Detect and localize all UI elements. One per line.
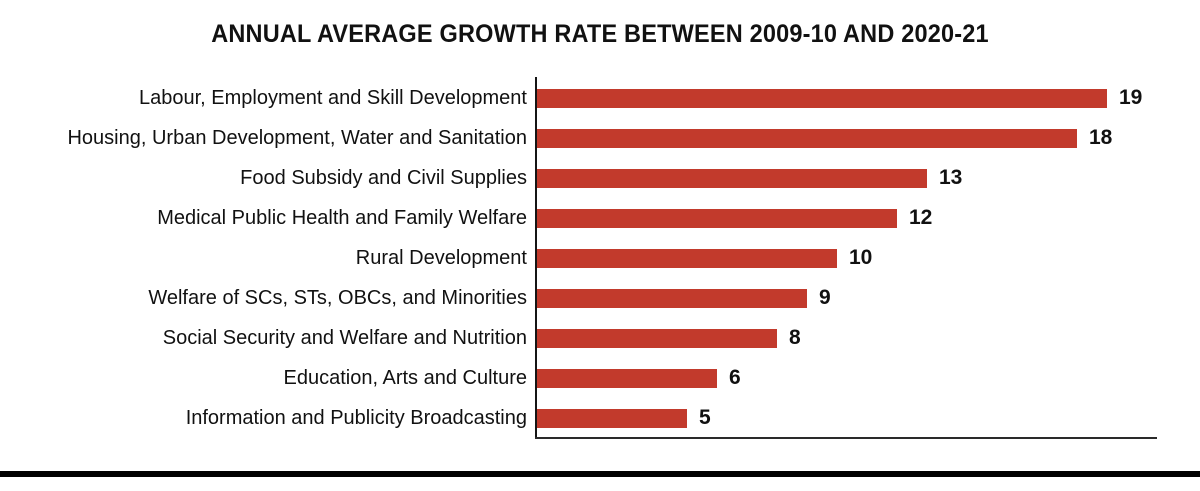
value-label: 12 [909, 206, 933, 229]
bar-rows-container: Labour, Employment and Skill Development… [0, 78, 1155, 438]
value-label: 13 [939, 166, 963, 189]
value-label: 19 [1119, 86, 1143, 109]
category-label: Housing, Urban Development, Water and Sa… [67, 126, 527, 149]
bar [537, 208, 897, 228]
category-label: Information and Publicity Broadcasting [185, 406, 527, 429]
bar [537, 368, 717, 388]
bar-cell: 19 [535, 78, 1155, 118]
bar [537, 248, 837, 268]
bar [537, 168, 927, 188]
bar-cell: 12 [535, 198, 1155, 238]
category-label: Welfare of SCs, STs, OBCs, and Minoritie… [148, 286, 527, 309]
bar [537, 328, 777, 348]
value-label: 8 [789, 326, 801, 349]
bar-cell: 13 [535, 158, 1155, 198]
bar [537, 88, 1107, 108]
category-label: Labour, Employment and Skill Development [139, 86, 527, 109]
x-axis-line [535, 437, 1157, 439]
value-label: 5 [699, 406, 711, 429]
category-label: Social Security and Welfare and Nutritio… [162, 326, 527, 349]
bar [537, 408, 687, 428]
category-label: Medical Public Health and Family Welfare [157, 206, 527, 229]
value-label: 6 [729, 366, 741, 389]
chart-title: ANNUAL AVERAGE GROWTH RATE BETWEEN 2009-… [211, 20, 989, 48]
bar [537, 128, 1077, 148]
bar-cell: 8 [535, 318, 1155, 358]
bar-cell: 10 [535, 238, 1155, 278]
category-label: Rural Development [355, 246, 527, 269]
value-label: 9 [819, 286, 831, 309]
category-label: Education, Arts and Culture [283, 366, 527, 389]
y-axis-line [535, 77, 537, 439]
bottom-rule [0, 471, 1200, 477]
bar-cell: 18 [535, 118, 1155, 158]
bar [537, 288, 807, 308]
value-label: 10 [849, 246, 873, 269]
bar-cell: 5 [535, 398, 1155, 438]
bar-cell: 6 [535, 358, 1155, 398]
category-label: Food Subsidy and Civil Supplies [240, 166, 527, 189]
bar-cell: 9 [535, 278, 1155, 318]
value-label: 18 [1089, 126, 1113, 149]
